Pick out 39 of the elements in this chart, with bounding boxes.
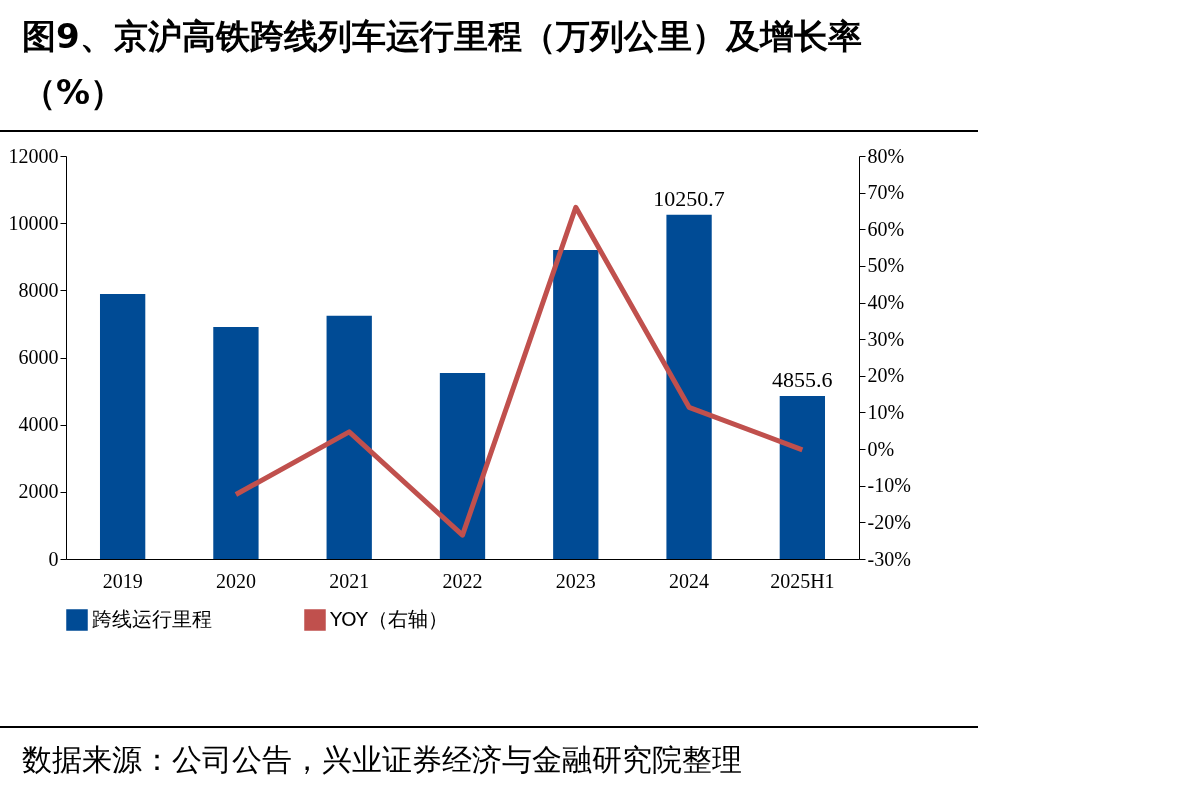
y-tick-label: 6000	[18, 346, 59, 368]
y2-tick-label: 50%	[867, 254, 905, 277]
bar	[553, 250, 599, 559]
y-tick-label: 2000	[18, 480, 59, 503]
x-tick-label: 2024	[669, 569, 710, 592]
legend-label: YOY（右轴）	[329, 607, 448, 631]
x-tick-label: 2023	[555, 569, 596, 592]
source-note: 数据来源：公司公告，兴业证券经济与金融研究院整理	[22, 741, 743, 779]
y-tick-label: 8000	[18, 278, 59, 301]
data-label: 4855.6	[772, 366, 833, 392]
y-tick-label: 10000	[8, 211, 59, 234]
bar	[326, 315, 372, 559]
bar	[99, 294, 146, 559]
y2-tick-label: 30%	[867, 327, 905, 350]
bar	[779, 395, 826, 559]
y2-tick-label: -20%	[867, 510, 911, 533]
y2-tick-label: 0%	[867, 437, 895, 460]
y-tick-label: 4000	[18, 413, 59, 436]
x-tick-label: 2022	[442, 569, 483, 592]
data-label: 10250.7	[653, 185, 725, 211]
bar	[213, 326, 259, 559]
bar	[439, 372, 486, 559]
y2-tick-label: 20%	[867, 364, 905, 387]
chart-title: 图9、京沪高铁跨线列车运行里程（万列公里）及增长率（%）	[22, 15, 863, 114]
y2-tick-label: -10%	[867, 474, 911, 497]
y2-tick-label: 60%	[867, 217, 905, 240]
bar	[666, 214, 712, 559]
y2-tick-label: 40%	[867, 291, 905, 314]
legend-label: 跨线运行里程	[92, 607, 212, 631]
x-tick-label: 2021	[329, 569, 370, 592]
y2-tick-label: 10%	[867, 400, 905, 423]
y2-tick-label: -30%	[867, 547, 911, 570]
y-tick-label: 12000	[8, 144, 59, 167]
x-tick-label: 2019	[102, 569, 143, 592]
x-tick-label: 2025H1	[770, 569, 835, 592]
y-tick-label: 0	[48, 547, 59, 570]
y2-tick-label: 80%	[867, 144, 905, 167]
y2-tick-label: 70%	[867, 181, 905, 204]
x-tick-label: 2020	[215, 569, 256, 592]
